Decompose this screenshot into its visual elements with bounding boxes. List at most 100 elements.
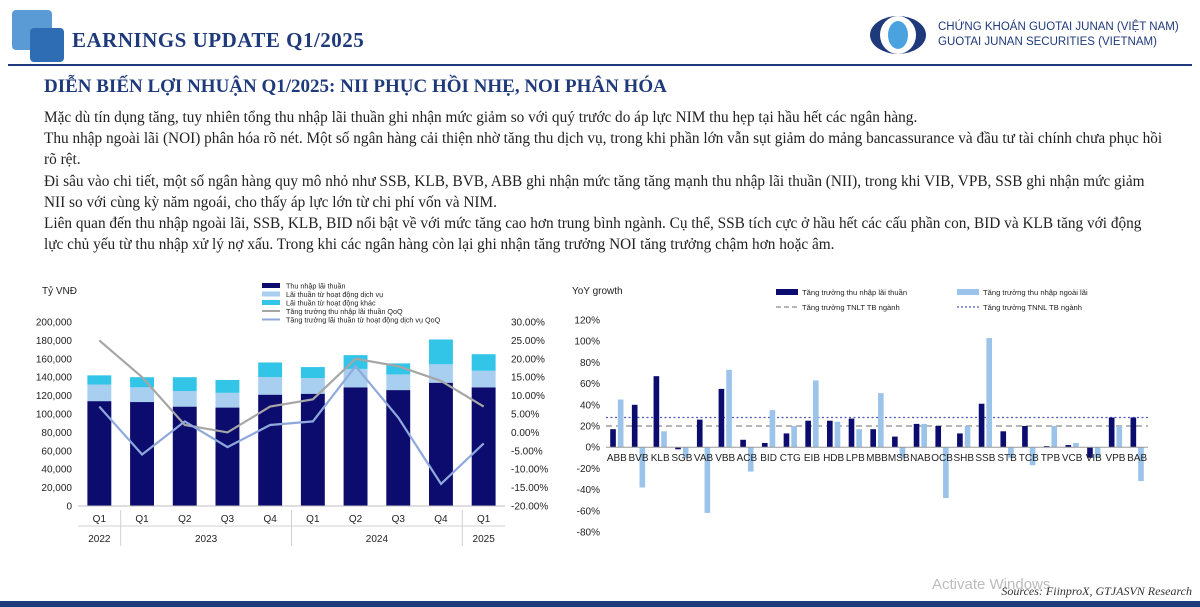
bar-segment [386, 363, 411, 375]
bar [964, 426, 971, 448]
series-line [98, 339, 485, 434]
legend-label: Tăng trưởng thu nhập lãi thuần [802, 288, 907, 297]
y-tick-label: 80% [580, 358, 600, 369]
bar-segment [258, 377, 283, 395]
legend-label: Thu nhập lãi thuần [286, 282, 346, 291]
y2-tick-label: -20.00% [511, 502, 548, 513]
y-tick-label: -80% [577, 528, 600, 539]
legend-label: Tăng trưởng TNLT TB ngành [802, 303, 900, 312]
x-tick-label: Q4 [263, 514, 277, 525]
legend-label: Tăng trưởng TNNL TB ngành [983, 303, 1082, 312]
commentary: Mặc dù tín dụng tăng, tuy nhiên tổng thu… [44, 107, 1164, 255]
x-tick-label: OCB [931, 453, 953, 464]
year-label: 2023 [195, 534, 218, 545]
bar [1138, 447, 1144, 482]
bar [696, 419, 703, 448]
bar [834, 421, 841, 448]
bar [726, 369, 732, 448]
series-line [98, 364, 485, 486]
y2-tick-label: -5.00% [511, 446, 543, 457]
bar-segment [258, 362, 283, 378]
x-tick-label: Q2 [178, 514, 192, 525]
y-tick-label: 80,000 [41, 428, 72, 439]
bar-segment [300, 367, 325, 379]
x-tick-label: TPB [1041, 453, 1061, 464]
brand-name: CHỨNG KHOÁN GUOTAI JUNAN (VIỆT NAM) GUOT… [938, 20, 1179, 50]
legend-label: Lãi thuần từ hoạt động khác [286, 299, 376, 308]
y2-tick-label: 30.00% [511, 318, 545, 329]
y-tick-label: 100% [574, 337, 600, 348]
bar [1022, 426, 1028, 448]
y-tick-label: 40,000 [41, 465, 72, 476]
y-tick-label: 120,000 [36, 391, 73, 402]
bar-segment [471, 354, 496, 371]
bar [1065, 445, 1072, 448]
bar [769, 410, 776, 448]
bar [899, 447, 906, 458]
x-tick-label: BAB [1127, 453, 1147, 464]
y-tick-label: 0% [586, 443, 601, 454]
chart-title: YoY growth [572, 286, 623, 297]
bar [682, 447, 689, 458]
y-tick-label: 20% [580, 422, 600, 433]
bar-segment [471, 370, 496, 388]
bar-segment [343, 387, 368, 506]
bar-segment [428, 339, 453, 365]
bar [704, 447, 711, 513]
legend-label: Tăng trưởng thu nhập ngoài lãi [983, 288, 1088, 297]
bar [747, 447, 754, 472]
bar [610, 429, 616, 448]
x-tick-label: MBB [866, 453, 888, 464]
bar [1043, 446, 1050, 448]
bar [1000, 431, 1007, 448]
bar [617, 399, 624, 448]
x-tick-label: VCB [1062, 453, 1083, 464]
bar-segment [258, 394, 283, 506]
bar [661, 431, 667, 448]
x-tick-label: BID [760, 453, 777, 464]
x-tick-label: Q1 [135, 514, 149, 525]
bar [870, 429, 876, 448]
bar-segment [130, 387, 155, 403]
bar-segment [386, 390, 411, 506]
bar [1108, 417, 1115, 448]
bar [892, 436, 898, 448]
y2-tick-label: 25.00% [511, 336, 545, 347]
y-tick-label: 40% [580, 400, 600, 411]
y2-tick-label: 10.00% [511, 391, 545, 402]
bar-segment [172, 406, 197, 506]
x-tick-label: Q4 [434, 514, 448, 525]
bar [1087, 447, 1093, 458]
section-title: DIỄN BIẾN LỢI NHUẬN Q1/2025: NII PHỤC HỒ… [44, 76, 667, 97]
y-tick-label: 100,000 [36, 410, 73, 421]
year-label: 2022 [88, 534, 111, 545]
bar [921, 423, 927, 448]
bar [827, 420, 833, 448]
paragraph: Liên quan đến thu nhập ngoài lãi, SSB, K… [44, 215, 1142, 254]
bar [675, 447, 681, 450]
y-tick-label: -60% [577, 506, 600, 517]
bar [986, 338, 993, 448]
bar [848, 418, 855, 448]
paragraph: Thu nhập ngoài lãi (NOI) phân hóa rõ nét… [44, 130, 1163, 169]
bar [639, 447, 646, 488]
bar-segment [172, 391, 197, 407]
y-tick-label: -20% [577, 464, 600, 475]
y-axis-label: Tỷ VNĐ [42, 285, 77, 297]
brand-name-vn: CHỨNG KHOÁN GUOTAI JUNAN (VIỆT NAM) [938, 21, 1179, 33]
bar-segment [300, 378, 325, 394]
y-tick-label: 60,000 [41, 446, 72, 457]
y2-tick-label: 20.00% [511, 354, 545, 365]
x-tick-label: VPB [1105, 453, 1125, 464]
x-tick-label: CTG [780, 453, 801, 464]
bar [856, 429, 862, 448]
x-tick-label: Q3 [221, 514, 235, 525]
x-tick-label: KLB [651, 453, 670, 464]
guotai-junan-logo-icon [870, 16, 926, 54]
y-tick-label: 200,000 [36, 318, 73, 329]
brand-name-en: GUOTAI JUNAN SECURITIES (VIETNAM) [938, 36, 1157, 48]
bar [761, 442, 768, 448]
bar [1073, 442, 1079, 448]
bar-segment [215, 379, 240, 393]
header-divider [8, 64, 1192, 66]
